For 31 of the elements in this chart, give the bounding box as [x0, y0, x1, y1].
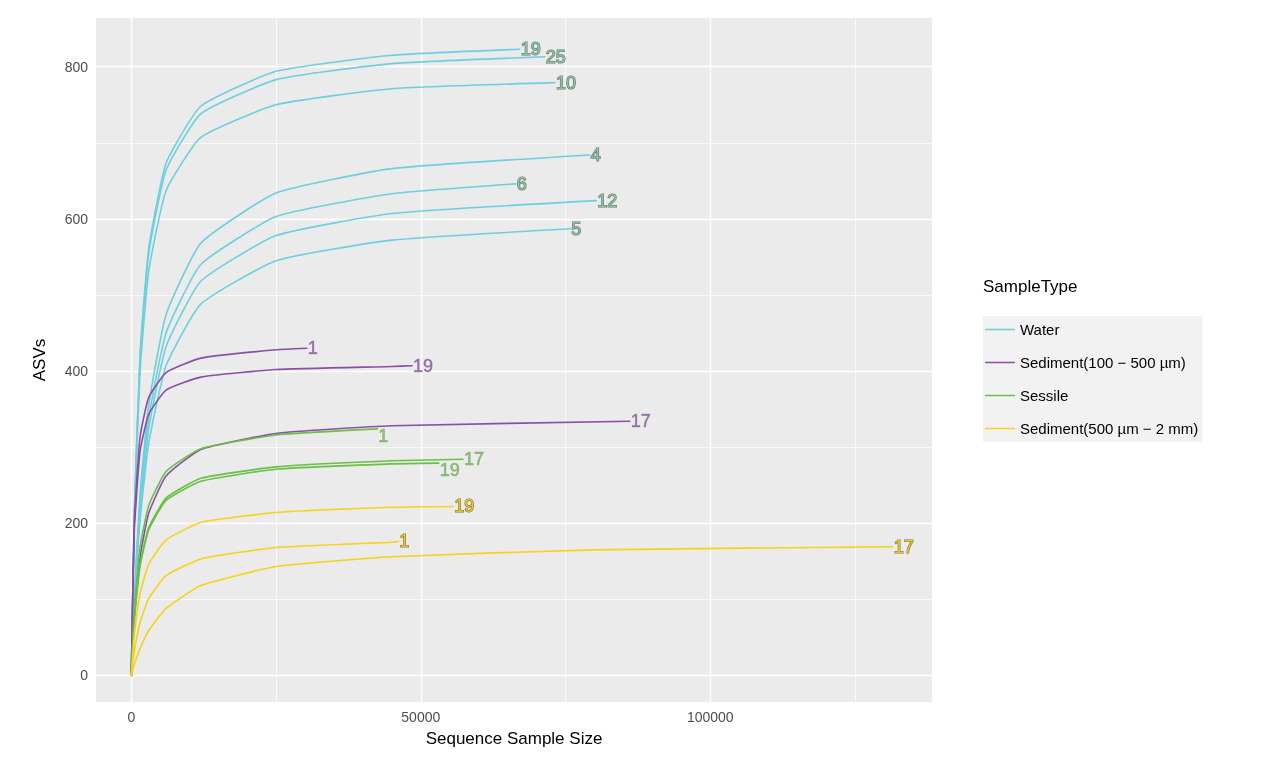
annotation: 5 [571, 218, 582, 239]
x-tick-label: 100000 [686, 709, 734, 725]
y-tick-label: 200 [64, 515, 89, 532]
y-tick-label: 400 [64, 363, 89, 380]
legend-label: Sediment(500 µm − 2 mm) [1020, 420, 1199, 437]
annotation: 10 [556, 72, 577, 93]
y-tick-label: 600 [64, 210, 89, 227]
x-axis-title: Sequence Sample Size [425, 729, 603, 748]
annotation: 1 [378, 425, 389, 446]
annotation: 19 [520, 39, 541, 60]
annotation: 17 [893, 536, 914, 557]
annotation: 19 [454, 496, 475, 517]
annotation: 12 [597, 190, 618, 211]
annotation: 17 [464, 449, 485, 470]
legend-label: Sediment(100 − 500 µm) [1020, 354, 1186, 371]
legend-label: Water [1020, 321, 1060, 338]
annotation: 1 [307, 338, 318, 359]
annotation: 1 [399, 531, 410, 552]
y-axis-title: ASVs [30, 338, 49, 382]
x-tick-label: 50000 [401, 709, 441, 725]
legend-label: Sessile [1020, 387, 1069, 404]
legend-title: SampleType [983, 277, 1078, 296]
y-tick-label: 800 [64, 58, 89, 75]
annotation: 25 [545, 46, 566, 67]
annotation: 19 [413, 355, 434, 376]
annotation: 4 [590, 144, 601, 165]
annotation: 17 [630, 411, 651, 432]
y-tick-label: 0 [80, 667, 89, 684]
annotation: 6 [516, 173, 527, 194]
annotation: 19 [439, 460, 460, 481]
x-tick-label: 0 [127, 709, 136, 725]
